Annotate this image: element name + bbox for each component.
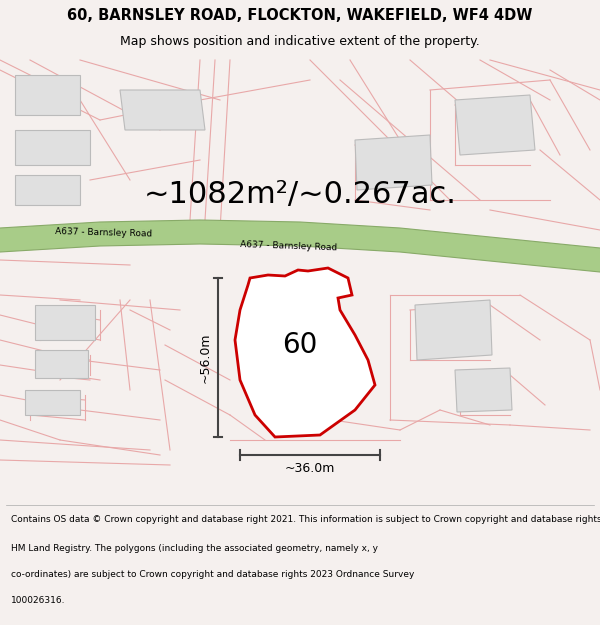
Polygon shape [355, 135, 432, 190]
Text: A637 - Barnsley Road: A637 - Barnsley Road [240, 239, 337, 252]
Polygon shape [35, 350, 88, 378]
Polygon shape [25, 390, 80, 415]
Text: co-ordinates) are subject to Crown copyright and database rights 2023 Ordnance S: co-ordinates) are subject to Crown copyr… [11, 570, 414, 579]
Text: 60: 60 [283, 331, 317, 359]
Text: Contains OS data © Crown copyright and database right 2021. This information is : Contains OS data © Crown copyright and d… [11, 515, 600, 524]
Polygon shape [15, 175, 80, 205]
Polygon shape [455, 95, 535, 155]
Text: 100026316.: 100026316. [11, 596, 65, 605]
Text: ~36.0m: ~36.0m [285, 462, 335, 476]
Polygon shape [35, 305, 95, 340]
Polygon shape [15, 75, 80, 115]
Text: HM Land Registry. The polygons (including the associated geometry, namely x, y: HM Land Registry. The polygons (includin… [11, 544, 378, 552]
Text: ~56.0m: ~56.0m [199, 332, 212, 382]
Text: A637 - Barnsley Road: A637 - Barnsley Road [55, 228, 152, 239]
Polygon shape [0, 220, 600, 272]
Polygon shape [120, 90, 205, 130]
Text: Map shows position and indicative extent of the property.: Map shows position and indicative extent… [120, 35, 480, 48]
Polygon shape [15, 130, 90, 165]
Polygon shape [455, 368, 512, 412]
Polygon shape [235, 268, 375, 437]
Polygon shape [415, 300, 492, 360]
Text: 60, BARNSLEY ROAD, FLOCKTON, WAKEFIELD, WF4 4DW: 60, BARNSLEY ROAD, FLOCKTON, WAKEFIELD, … [67, 8, 533, 23]
Text: ~1082m²/~0.267ac.: ~1082m²/~0.267ac. [143, 181, 457, 209]
